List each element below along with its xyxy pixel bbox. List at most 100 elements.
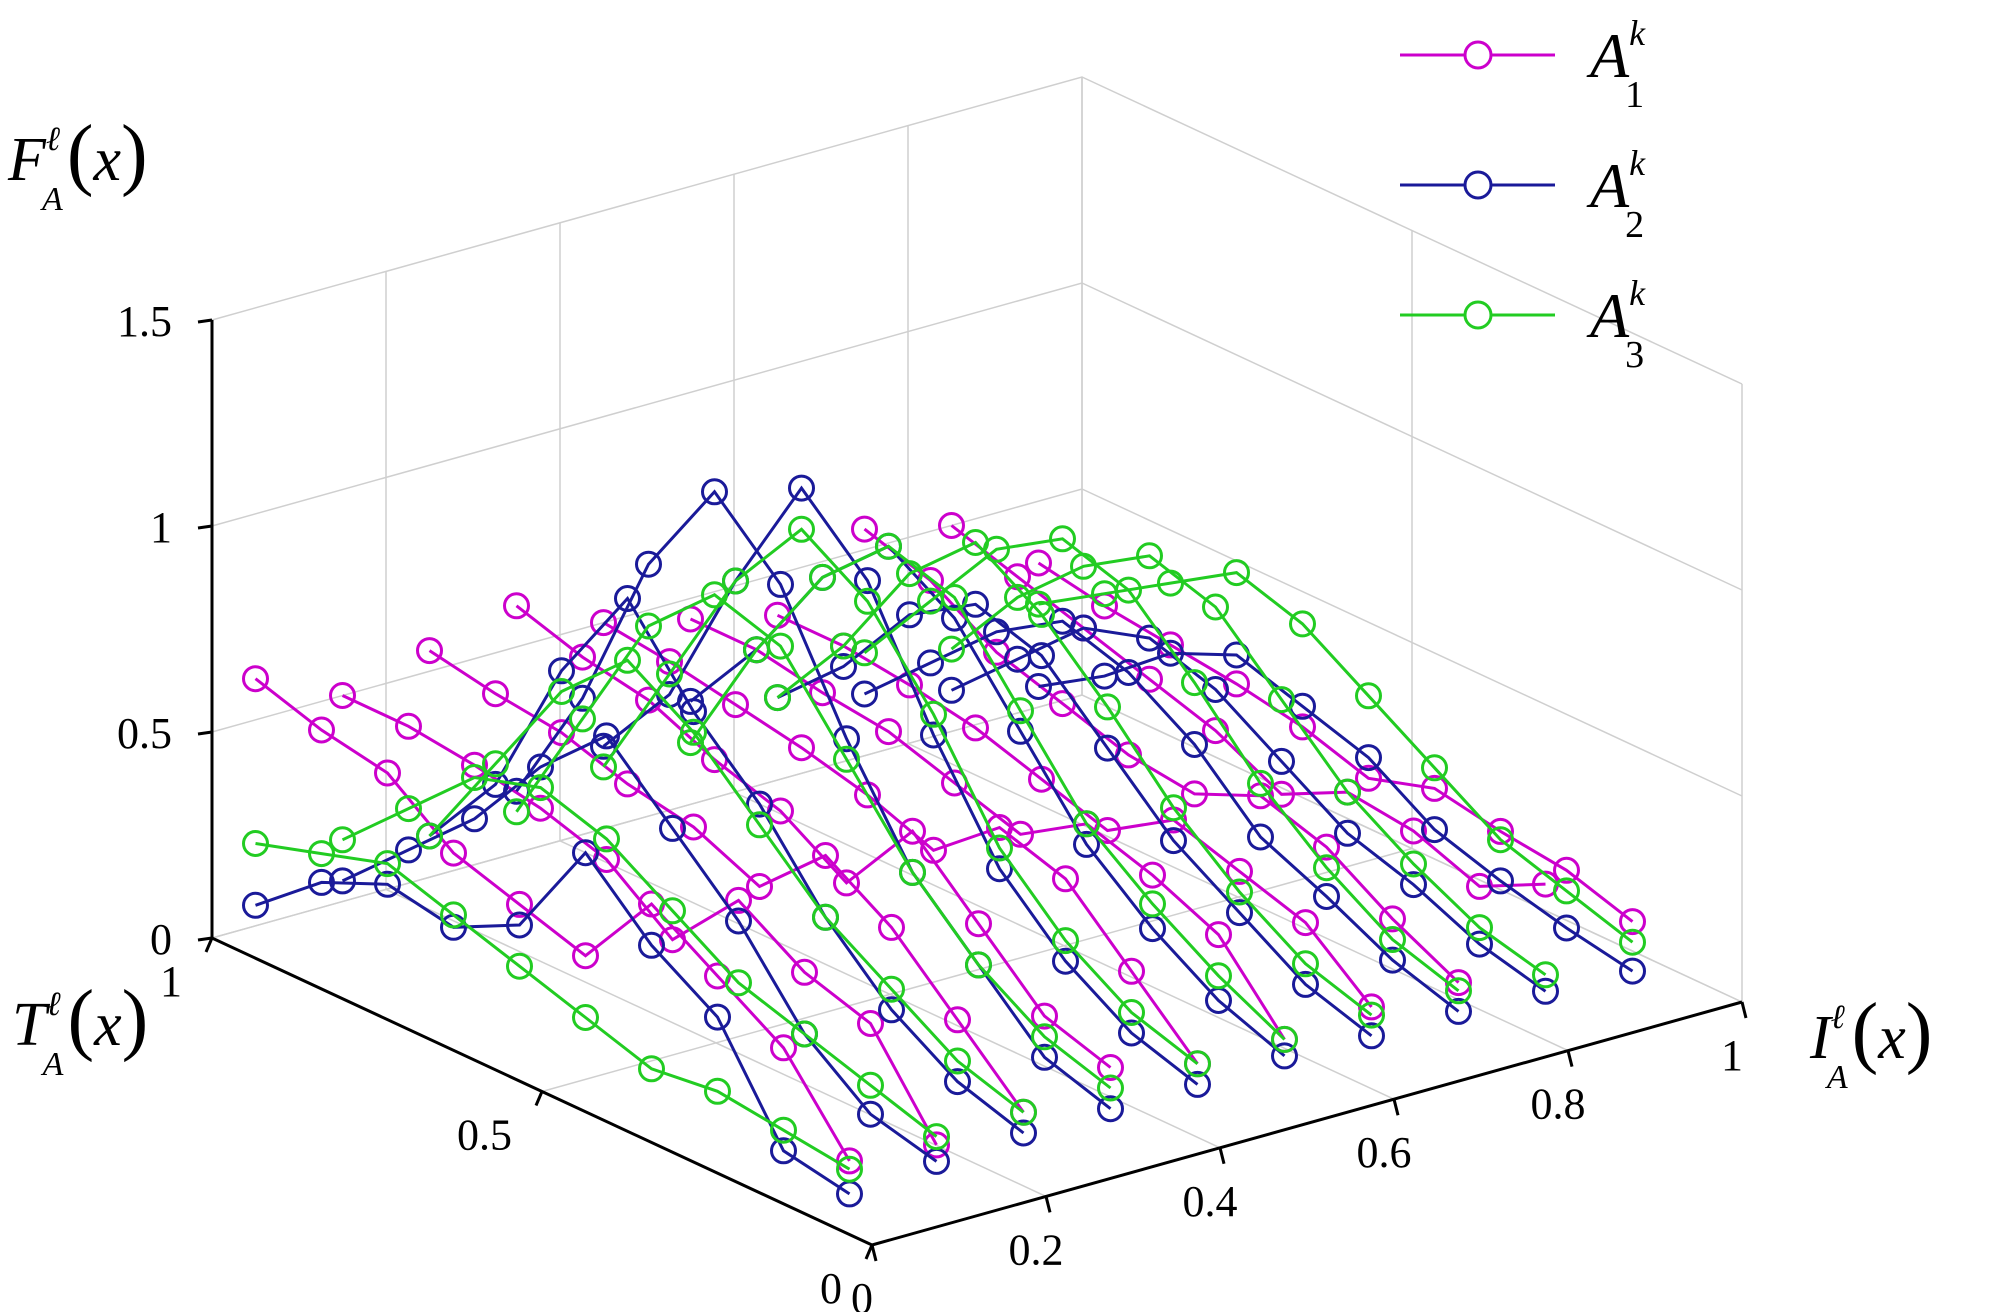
series-3-point: [1619, 928, 1646, 956]
series-2-point: [1226, 899, 1253, 927]
series-3-point: [788, 515, 815, 543]
series-1-point: [944, 1006, 971, 1034]
t-tick: [864, 1244, 874, 1260]
series-3-point: [944, 1047, 971, 1075]
series-2-point: [635, 550, 662, 578]
i-tick: [1044, 1196, 1052, 1213]
series-1-point: [725, 886, 752, 914]
series-3-point: [677, 729, 704, 757]
series-1-point: [1400, 817, 1427, 845]
series-2-point: [1010, 1119, 1037, 1147]
series-1-point: [1292, 909, 1319, 937]
series-1-point: [1421, 774, 1448, 802]
series-1-point: [770, 1034, 797, 1062]
series-1-point: [590, 609, 617, 637]
series-2-point: [1358, 1022, 1385, 1050]
series-2-point: [1094, 734, 1121, 762]
series-1-point: [1181, 780, 1208, 808]
series-2-point: [395, 836, 422, 864]
series-3-point: [1025, 590, 1052, 618]
series-3-point: [593, 825, 620, 853]
series-2-point: [746, 790, 773, 818]
series-2-point: [1292, 970, 1319, 998]
series-3-point: [764, 684, 791, 712]
series-2-point: [878, 996, 905, 1024]
series-2-line: [428, 595, 1025, 1135]
series-2-point: [374, 870, 401, 898]
legend-entry-2: Ak 2: [1400, 143, 1646, 246]
series-3-point: [1205, 962, 1232, 990]
series-2-point: [1052, 947, 1079, 975]
series-3-point: [770, 1116, 797, 1144]
series-1-point: [875, 718, 902, 746]
series-3-point: [1157, 569, 1184, 597]
z-axis-label: Fℓ A(x): [7, 110, 148, 218]
series-2-point: [329, 867, 356, 895]
series-3-point: [1097, 1074, 1124, 1102]
series-3-point: [1334, 778, 1361, 806]
i-tick-label: 0.2: [1009, 1225, 1064, 1274]
series-1-point: [746, 873, 773, 900]
series-3-point: [1466, 914, 1493, 942]
series-1-line: [428, 649, 1025, 1114]
series-3-point: [1292, 950, 1319, 978]
series-1-point: [1226, 857, 1253, 885]
series-3-point: [569, 705, 596, 733]
series-1-point: [395, 712, 422, 740]
series-1-point: [374, 759, 401, 787]
series-3-point: [1184, 1050, 1211, 1078]
series-3-point: [503, 798, 530, 826]
series-3-point: [1031, 1023, 1058, 1051]
grid-line: [211, 282, 1743, 591]
series-2-point: [767, 570, 794, 598]
series-2-point: [242, 891, 269, 919]
i-tick-label: 0: [851, 1274, 873, 1312]
series-2-point: [1118, 1019, 1145, 1047]
series-3-point: [1139, 890, 1166, 918]
series-3-line: [863, 537, 1460, 992]
series-3-point: [1226, 878, 1253, 906]
series-3-point: [1421, 754, 1448, 782]
series-3-point: [743, 636, 770, 664]
series-3-point: [374, 850, 401, 878]
series-3-point: [1094, 693, 1121, 721]
series-1-point: [1355, 764, 1382, 792]
series-1-line: [863, 527, 1460, 984]
series-1-point: [857, 1010, 884, 1037]
series-1-point: [416, 637, 443, 665]
grid-layer: [211, 76, 1743, 1246]
legend-entry-1: Ak 1: [1400, 13, 1646, 116]
series-3-point: [812, 903, 839, 931]
series-3-line: [515, 593, 1112, 1090]
series-3-point: [440, 901, 467, 929]
i-tick-label: 0.6: [1357, 1128, 1412, 1177]
series-3-point: [1487, 826, 1514, 854]
legend-label: Ak 3: [1586, 273, 1646, 376]
series-3-point: [1091, 580, 1118, 608]
series-1-point: [242, 665, 269, 693]
series-2-point: [983, 618, 1010, 646]
series-3-point: [1355, 682, 1382, 710]
series-3-point: [1136, 542, 1163, 570]
series-2-point: [1487, 867, 1514, 895]
grid-line: [541, 847, 1413, 1093]
series-2-point: [770, 1137, 797, 1165]
series-layer: [242, 474, 1646, 1208]
t-tick-label: 0: [820, 1264, 842, 1312]
series-2-point: [1070, 614, 1097, 642]
series-2-point: [1334, 819, 1361, 847]
series-1-point: [965, 910, 992, 938]
series-2-point: [1160, 827, 1187, 855]
series-3-point: [548, 678, 575, 705]
i-tick: [1218, 1147, 1226, 1165]
series-1-point: [1031, 1002, 1058, 1030]
i-tick-label: 1: [1721, 1031, 1743, 1080]
i-tick: [1740, 1001, 1748, 1019]
series-3-point: [572, 1004, 599, 1031]
z-tick-label: 0: [150, 915, 172, 964]
series-2-point: [896, 601, 923, 629]
series-3-line: [950, 554, 1547, 977]
svg-text:FℓA(x): Fℓ A(x): [7, 110, 148, 218]
series-3-point: [1010, 1098, 1037, 1126]
